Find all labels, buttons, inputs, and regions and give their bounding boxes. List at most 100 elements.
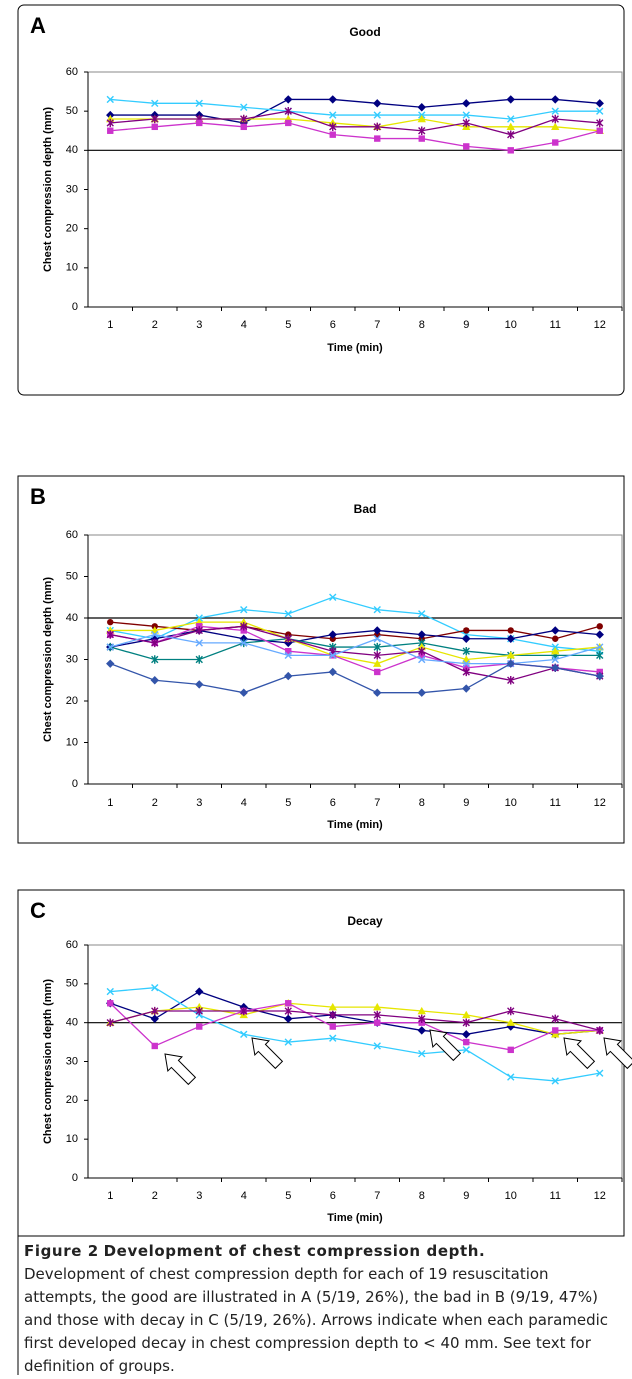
series-line [110, 1002, 600, 1035]
y-tick-label: 30 [66, 653, 78, 665]
marker [107, 1000, 114, 1007]
marker [551, 1077, 559, 1085]
marker [507, 676, 515, 685]
y-tick-label: 60 [66, 939, 78, 951]
marker [284, 1038, 292, 1046]
series-line [110, 98, 600, 120]
x-tick-label: 2 [152, 797, 158, 809]
marker [462, 647, 470, 656]
marker [596, 118, 604, 128]
marker [284, 651, 292, 660]
marker [417, 103, 426, 112]
marker [329, 1034, 337, 1042]
marker [151, 1006, 159, 1016]
marker [551, 114, 559, 124]
chart-title: Bad [354, 502, 377, 516]
marker [195, 987, 204, 996]
marker [240, 606, 248, 614]
y-tick-label: 50 [66, 105, 78, 117]
y-axis-label: Chest compression depth (mm) [42, 577, 54, 742]
marker [506, 651, 515, 659]
panel-frame [17, 889, 625, 1237]
panel-letter: A [30, 13, 46, 38]
x-tick-label: 4 [241, 797, 247, 809]
panel-letter: C [30, 898, 46, 923]
marker [595, 630, 604, 639]
marker [151, 984, 159, 992]
marker [462, 1046, 470, 1054]
y-axis-label: Chest compression depth (mm) [42, 107, 54, 272]
marker [240, 639, 248, 647]
series-line [110, 596, 600, 652]
marker [417, 114, 426, 123]
x-tick-label: 11 [550, 797, 561, 809]
marker [150, 676, 159, 685]
x-tick-label: 7 [374, 797, 380, 809]
marker [374, 1019, 381, 1026]
marker [329, 131, 336, 138]
y-tick-label: 0 [72, 301, 78, 313]
marker [552, 139, 559, 146]
y-tick-label: 40 [66, 1017, 78, 1029]
marker [196, 119, 203, 127]
x-tick-label: 3 [196, 1190, 202, 1202]
marker [373, 1042, 381, 1050]
marker [329, 1023, 336, 1030]
y-tick-label: 50 [66, 978, 78, 990]
marker [240, 103, 248, 111]
marker [373, 642, 381, 652]
marker [551, 122, 560, 131]
marker [552, 1027, 559, 1034]
x-tick-label: 1 [107, 797, 113, 809]
x-tick-label: 2 [152, 319, 158, 331]
marker [284, 610, 292, 618]
marker [418, 1014, 426, 1023]
x-axis-label: Time (min) [327, 342, 383, 354]
marker [417, 688, 426, 697]
marker [462, 659, 470, 668]
marker [196, 1023, 203, 1030]
marker [107, 618, 114, 626]
marker [417, 630, 426, 639]
arrow [563, 1037, 596, 1070]
x-tick-label: 9 [463, 319, 469, 331]
series-line [110, 662, 600, 694]
x-axis-label: Time (min) [327, 1212, 383, 1224]
y-tick-label: 10 [66, 736, 78, 748]
panel-frame [17, 475, 625, 844]
chart-title: Good [349, 25, 380, 39]
y-tick-label: 20 [66, 1094, 78, 1106]
marker [418, 1050, 426, 1058]
marker [328, 1002, 337, 1011]
marker [151, 1042, 158, 1050]
y-tick-label: 0 [72, 778, 78, 790]
x-tick-label: 6 [330, 319, 336, 331]
marker [506, 1018, 515, 1026]
marker [373, 635, 381, 643]
marker [462, 684, 471, 693]
marker [462, 1030, 471, 1039]
marker [373, 111, 381, 119]
marker [596, 651, 604, 660]
marker [596, 107, 604, 115]
x-tick-label: 4 [241, 319, 247, 331]
x-axis-label: Time (min) [327, 819, 383, 831]
marker [106, 659, 115, 668]
marker [551, 647, 560, 655]
marker [596, 1026, 604, 1035]
marker [507, 115, 515, 123]
marker [551, 1030, 560, 1038]
x-tick-label: 11 [550, 1190, 561, 1202]
arrow [164, 1053, 197, 1086]
marker [596, 623, 603, 630]
marker [551, 1014, 559, 1023]
marker [462, 667, 470, 677]
series-line [110, 990, 600, 1035]
arrow [251, 1037, 284, 1070]
x-tick-label: 9 [463, 797, 469, 809]
marker [285, 1000, 292, 1007]
marker [285, 119, 292, 127]
marker [596, 643, 604, 651]
marker [551, 655, 559, 664]
